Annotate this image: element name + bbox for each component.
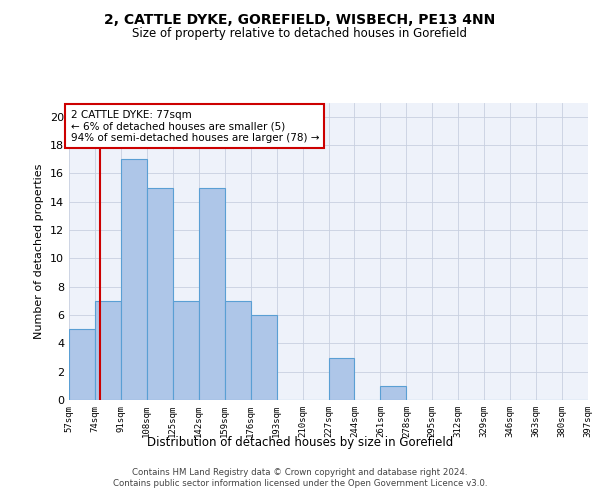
Text: 2, CATTLE DYKE, GOREFIELD, WISBECH, PE13 4NN: 2, CATTLE DYKE, GOREFIELD, WISBECH, PE13…	[104, 12, 496, 26]
Text: Contains HM Land Registry data © Crown copyright and database right 2024.
Contai: Contains HM Land Registry data © Crown c…	[113, 468, 487, 487]
Bar	[147, 188, 173, 400]
Bar	[173, 301, 199, 400]
Text: Size of property relative to detached houses in Gorefield: Size of property relative to detached ho…	[133, 28, 467, 40]
Text: Distribution of detached houses by size in Gorefield: Distribution of detached houses by size …	[147, 436, 453, 449]
Y-axis label: Number of detached properties: Number of detached properties	[34, 164, 44, 339]
Bar	[69, 329, 95, 400]
Bar	[251, 315, 277, 400]
Bar	[95, 301, 121, 400]
Bar	[121, 159, 147, 400]
Bar	[380, 386, 406, 400]
Bar	[329, 358, 355, 400]
Bar	[224, 301, 251, 400]
Text: 2 CATTLE DYKE: 77sqm
← 6% of detached houses are smaller (5)
94% of semi-detache: 2 CATTLE DYKE: 77sqm ← 6% of detached ho…	[71, 110, 319, 143]
Bar	[199, 188, 224, 400]
